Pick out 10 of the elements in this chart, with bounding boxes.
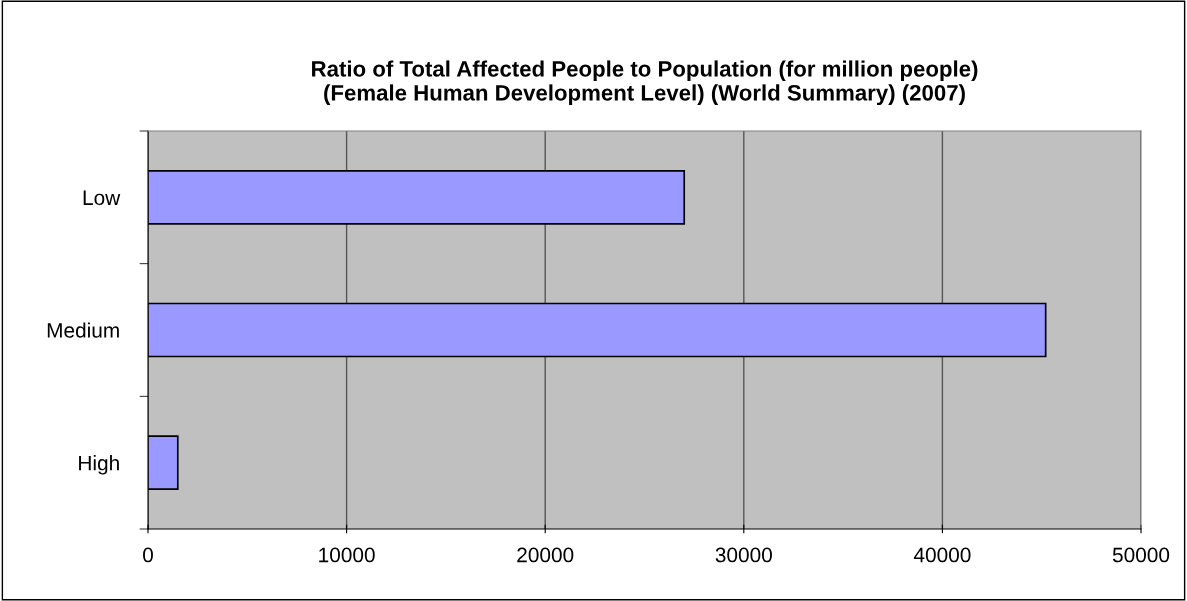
y-tick-label: Low — [83, 190, 121, 206]
x-tick-label: 20000 — [517, 547, 574, 563]
y-tick-label: High — [79, 455, 119, 475]
x-tick-label: 30000 — [715, 547, 772, 563]
x-tick-label: 10000 — [319, 547, 375, 563]
x-tick-label: 50000 — [1112, 547, 1170, 563]
y-tick-label: Medium — [47, 322, 119, 338]
x-tick-label: 0 — [143, 547, 153, 563]
chart-title: Ratio of Total Affected People to Population (for million people) (Female Human Development Level) (World Summary) (2007) — [312, 60, 978, 106]
x-tick-label: 40000 — [913, 547, 971, 563]
